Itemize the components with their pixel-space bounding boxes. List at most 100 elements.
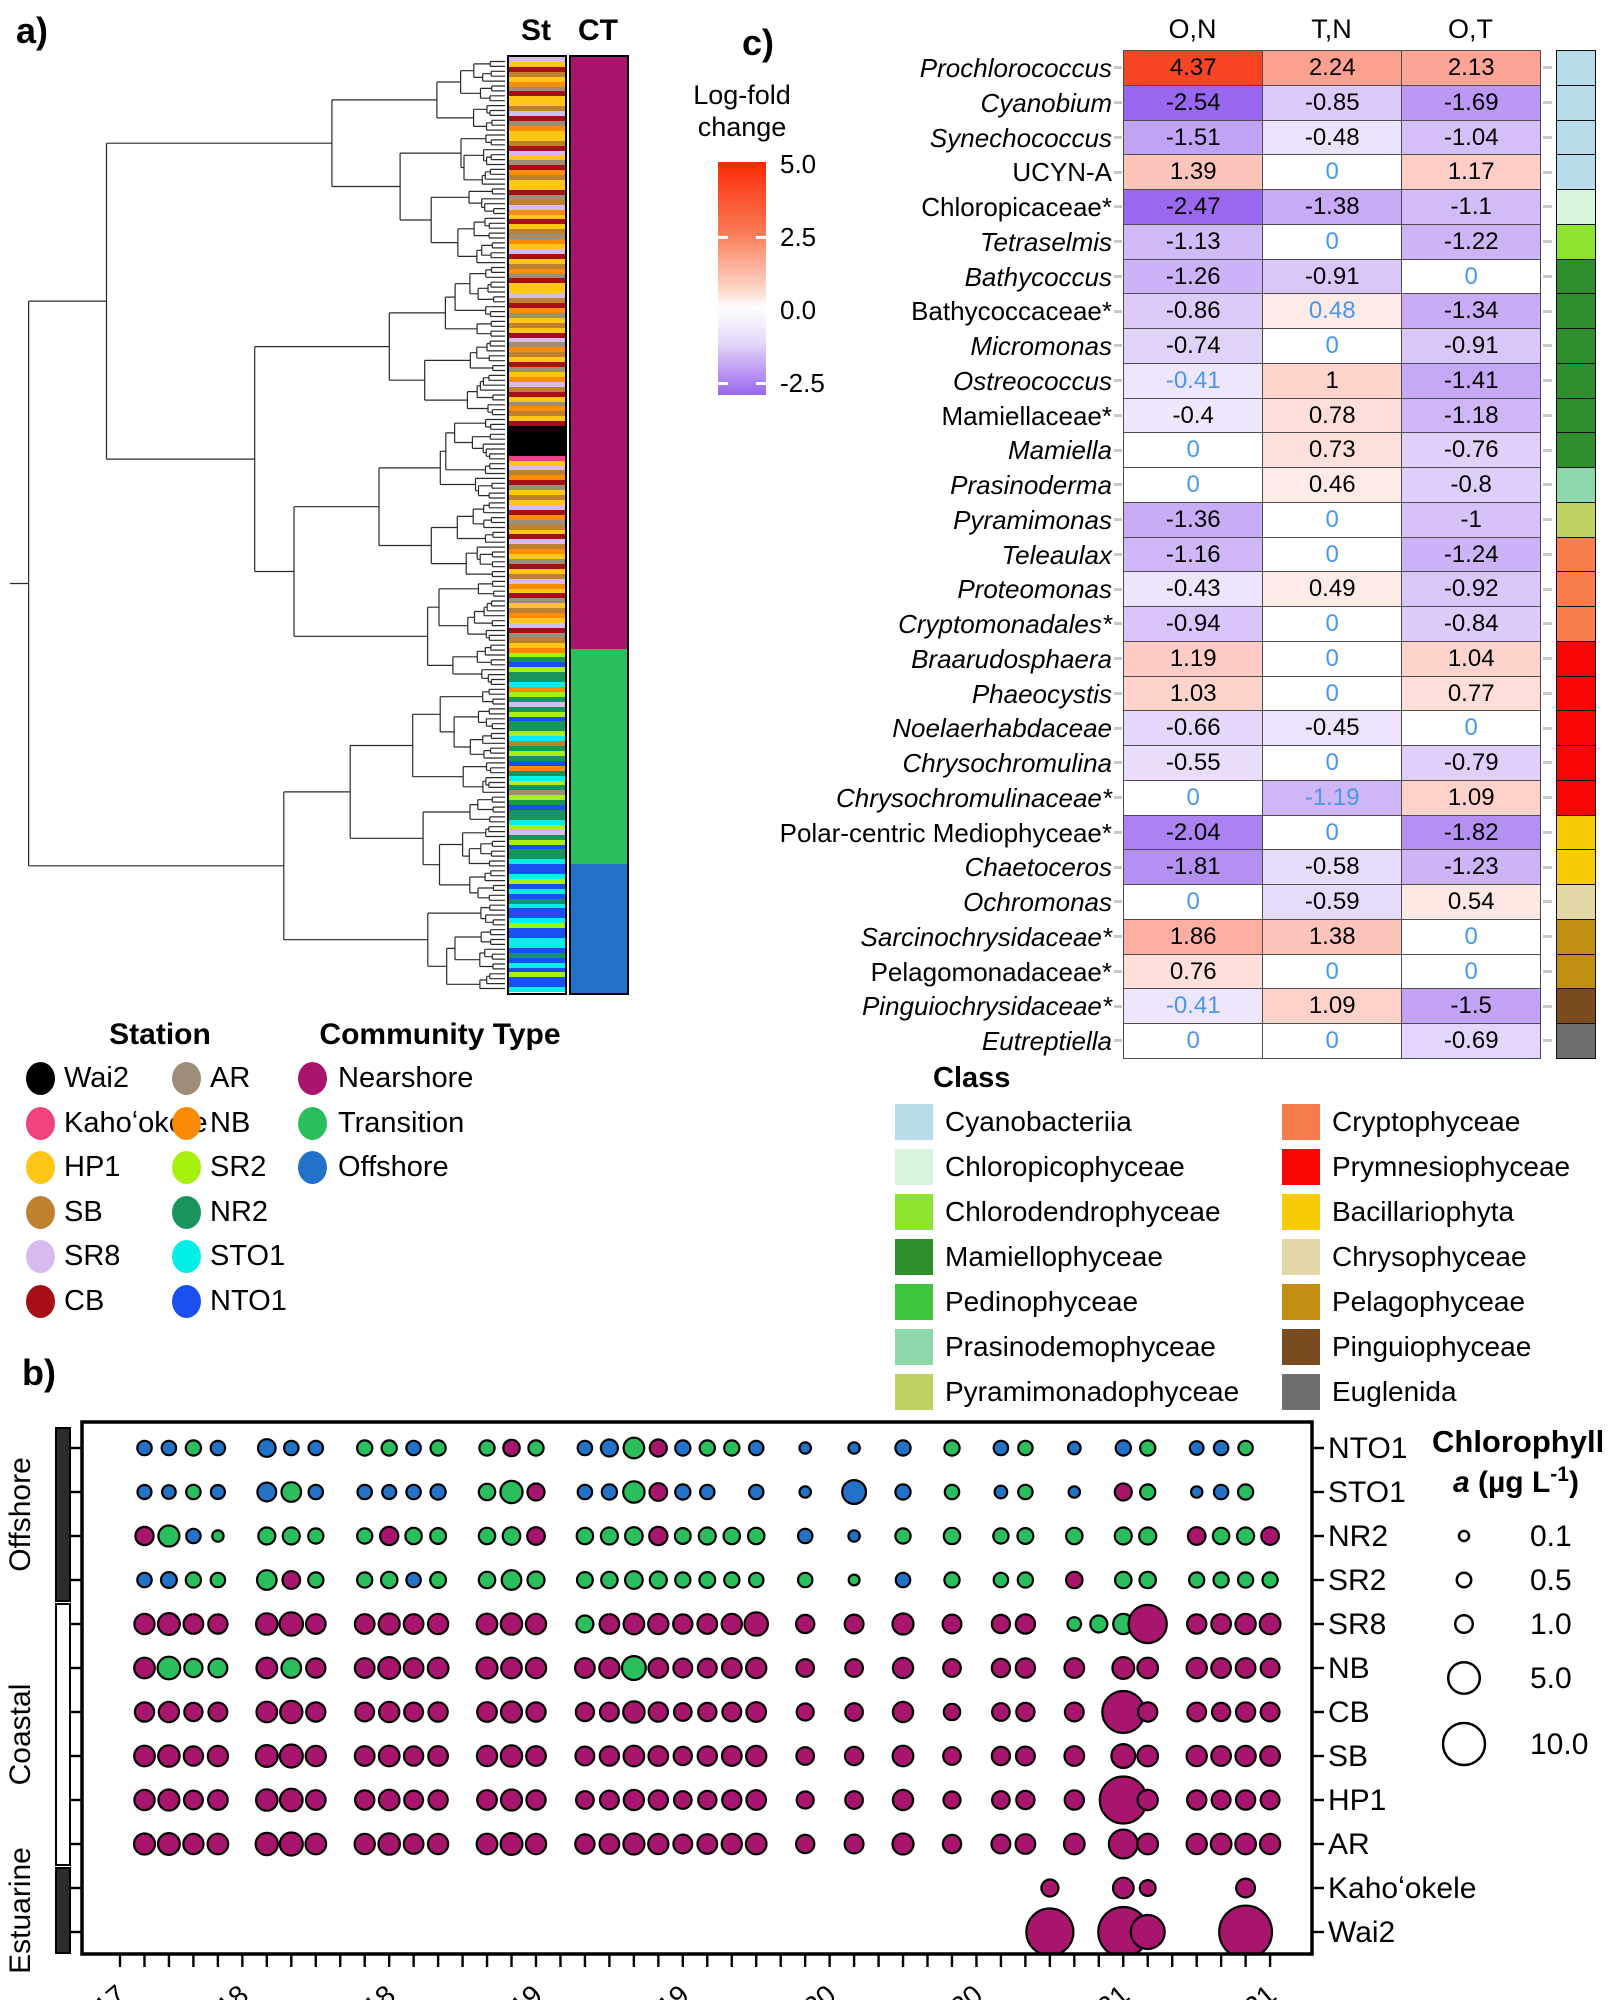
chlorophyll-bubble <box>672 1745 694 1767</box>
station-band <box>509 947 565 953</box>
station-band <box>509 775 565 781</box>
station-band <box>509 598 565 604</box>
chlorophyll-bubble <box>499 1788 524 1812</box>
station-band <box>509 253 565 259</box>
station-axis-label: SR8 <box>1328 1608 1386 1641</box>
chlorophyll-bubble <box>841 1479 868 1506</box>
row-dash <box>1114 1004 1122 1008</box>
station-band <box>509 849 565 855</box>
colorbar-tick-label: 0.0 <box>780 295 817 325</box>
class-label: Pedinophyceae <box>945 1286 1139 1317</box>
heatmap-cell: 0.46 <box>1262 467 1403 504</box>
station-color-dot <box>172 1284 201 1318</box>
chlorophyll-bubble <box>136 1483 153 1501</box>
station-band <box>509 155 565 161</box>
chlorophyll-bubble <box>745 1656 768 1680</box>
size-legend-circle <box>1455 1571 1473 1589</box>
row-dash <box>1543 1004 1552 1008</box>
chlorophyll-bubble <box>353 1832 376 1856</box>
chlorophyll-bubble <box>622 1436 646 1460</box>
station-band <box>509 696 565 702</box>
row-class-swatch <box>1556 223 1596 260</box>
heatmap-cell: -0.45 <box>1262 710 1403 747</box>
chlorophyll-bubble <box>160 1439 178 1457</box>
heatmap-cell: -1 <box>1401 501 1542 538</box>
station-band <box>509 618 565 624</box>
heatmap-cell: -0.94 <box>1123 606 1264 643</box>
chlorophyll-bubble <box>1065 1570 1084 1590</box>
chlorophyll-bubble <box>1212 1439 1230 1457</box>
station-band <box>509 854 565 860</box>
heatmap-cell: 0 <box>1401 710 1542 747</box>
row-dash <box>1114 552 1122 556</box>
heatmap-cell: -1.36 <box>1123 501 1264 538</box>
row-dash <box>1114 413 1122 417</box>
chlorophyll-bubble <box>1138 1878 1157 1897</box>
station-band <box>509 396 565 402</box>
class-color-swatch <box>1282 1329 1320 1365</box>
chlorophyll-bubble <box>1187 1571 1206 1589</box>
chlorophyll-bubble <box>698 1571 717 1590</box>
class-color-swatch <box>895 1104 933 1140</box>
chlorophyll-bubble <box>136 1571 153 1589</box>
station-band <box>509 750 565 756</box>
chlorophyll-bubble <box>990 1833 1012 1855</box>
station-band <box>509 101 565 107</box>
chlorophyll-bubble <box>133 1612 156 1636</box>
chlorophyll-bubble <box>1235 1526 1256 1546</box>
station-band <box>509 204 565 210</box>
taxon-label: Synechococcus <box>929 122 1112 153</box>
chlorophyll-bubble <box>1212 1483 1230 1501</box>
chlorophyll-bubble <box>279 1699 304 1725</box>
station-band <box>509 810 565 815</box>
group-label-offshore: Offshore <box>4 1457 37 1572</box>
chlorophyll-bubble <box>992 1439 1010 1457</box>
chlorophyll-bubble <box>526 1482 546 1502</box>
class-label: Mamiellophyceae <box>945 1241 1163 1272</box>
station-band <box>509 239 565 245</box>
chlorophyll-bubble <box>278 1787 304 1813</box>
station-axis-label: SB <box>1328 1740 1368 1773</box>
chlorophyll-bubble <box>1258 1612 1282 1636</box>
row-dash <box>1543 761 1552 765</box>
station-band <box>509 878 565 884</box>
chlorophyll-bubble <box>429 1483 447 1501</box>
heatmap-cell: -0.76 <box>1401 432 1542 469</box>
class-label: Cryptophyceae <box>1332 1106 1521 1137</box>
taxon-label: Noelaerhabdaceae <box>892 713 1112 744</box>
station-band <box>509 406 565 412</box>
chlorophyll-bubble <box>992 1527 1010 1545</box>
chlorophyll-bubble <box>696 1745 719 1767</box>
station-label: SR2 <box>210 1151 267 1183</box>
chlorophyll-bubble <box>133 1744 156 1768</box>
chlorophyll-bubble <box>990 1745 1012 1767</box>
chlorophyll-bubble <box>1260 1526 1280 1546</box>
size-legend-value: 10.0 <box>1530 1728 1588 1761</box>
chlorophyll-bubble <box>527 1439 545 1457</box>
chlorophyll-bubble <box>599 1438 620 1458</box>
chlorophyll-bubble <box>405 1439 422 1457</box>
taxon-label: Prochlorococcus <box>919 53 1112 83</box>
chlorophyll-bubble <box>356 1571 374 1589</box>
chlorophyll-bubble <box>403 1789 425 1811</box>
station-band <box>509 608 565 614</box>
class-label: Chloropicophyceae <box>945 1151 1185 1182</box>
station-band <box>509 573 565 579</box>
chlorophyll-bubble <box>891 1832 915 1856</box>
station-band <box>509 672 565 678</box>
row-class-swatch <box>1556 710 1596 747</box>
station-band <box>509 61 565 67</box>
chlorophyll-bubble <box>1014 1745 1036 1767</box>
chlorophyll-bubble <box>353 1613 376 1635</box>
station-band <box>509 170 565 176</box>
chlorophyll-bubble <box>1111 1876 1135 1900</box>
taxon-label: Cryptomonadales* <box>898 609 1112 639</box>
chlorophyll-bubble <box>159 1571 178 1590</box>
station-color-dot <box>26 1284 55 1318</box>
chlorophyll-bubble <box>600 1570 619 1590</box>
station-band <box>509 293 565 299</box>
chlorophyll-bubble <box>1211 1526 1231 1546</box>
row-dash <box>1114 135 1122 139</box>
station-color-dot <box>172 1151 201 1184</box>
chlorophyll-bubble <box>576 1483 594 1501</box>
